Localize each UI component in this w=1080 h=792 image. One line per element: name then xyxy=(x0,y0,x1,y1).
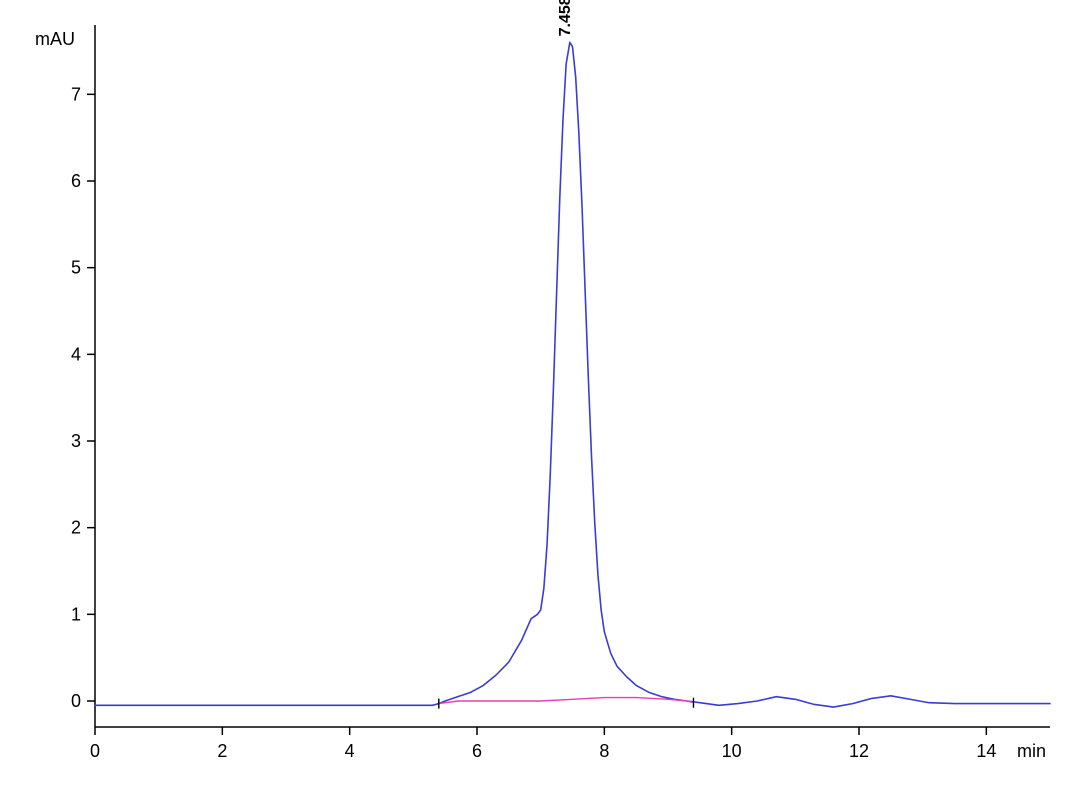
peak-label: 7.458 xyxy=(557,0,574,36)
y-tick-label: 0 xyxy=(71,691,81,711)
y-tick-label: 6 xyxy=(71,171,81,191)
chromatogram-chart: 01234567mAU02468101214min7.458 xyxy=(0,0,1080,792)
x-tick-label: 2 xyxy=(217,741,227,761)
y-tick-label: 7 xyxy=(71,84,81,104)
y-tick-label: 4 xyxy=(71,344,81,364)
x-tick-label: 6 xyxy=(472,741,482,761)
chart-bg xyxy=(0,0,1080,792)
y-tick-label: 5 xyxy=(71,258,81,278)
x-tick-label: 8 xyxy=(599,741,609,761)
y-tick-label: 3 xyxy=(71,431,81,451)
x-tick-label: 0 xyxy=(90,741,100,761)
y-axis-label: mAU xyxy=(35,29,75,49)
x-axis-label: min xyxy=(1017,741,1046,761)
x-tick-label: 10 xyxy=(722,741,742,761)
x-tick-label: 12 xyxy=(849,741,869,761)
x-tick-label: 4 xyxy=(345,741,355,761)
x-tick-label: 14 xyxy=(976,741,996,761)
y-tick-label: 2 xyxy=(71,518,81,538)
y-tick-label: 1 xyxy=(71,604,81,624)
chart-svg: 01234567mAU02468101214min7.458 xyxy=(0,0,1080,792)
